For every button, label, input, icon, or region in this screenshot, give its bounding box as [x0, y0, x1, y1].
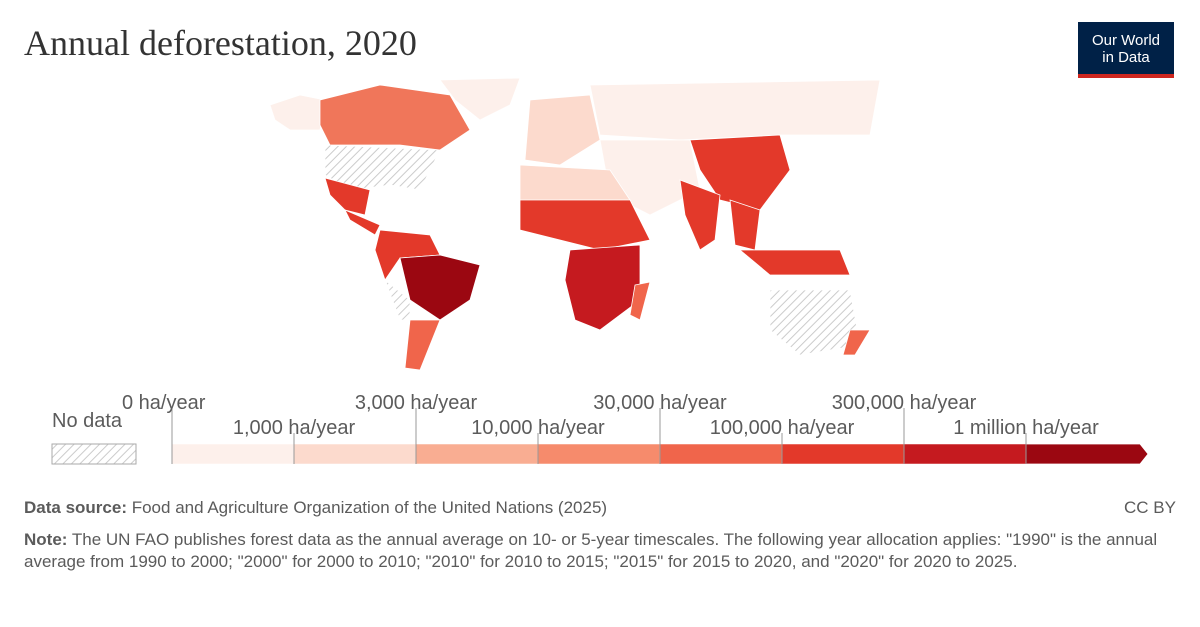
region	[589, 79, 881, 141]
legend-swatch	[903, 443, 1027, 465]
region	[524, 94, 601, 166]
legend-tick-label: 1,000 ha/year	[233, 417, 356, 439]
legend-swatch	[293, 443, 417, 465]
legend-no-data: No data	[52, 410, 123, 432]
legend-tick-label: 30,000 ha/year	[593, 392, 727, 414]
region	[344, 209, 381, 236]
note-label: Note:	[24, 530, 68, 549]
legend-swatch	[537, 443, 661, 465]
region	[384, 278, 411, 321]
source-text: Food and Agriculture Organization of the…	[131, 498, 608, 517]
region	[319, 84, 471, 151]
no-data-swatch	[51, 443, 137, 465]
region	[404, 319, 441, 371]
region	[769, 289, 861, 356]
region	[269, 94, 326, 131]
legend-swatch	[781, 443, 905, 465]
source-label: Data source:	[24, 498, 127, 517]
note: Note: The UN FAO publishes forest data a…	[24, 529, 1184, 573]
logo-line: Our World	[1091, 32, 1161, 49]
region	[324, 177, 371, 216]
region	[399, 254, 481, 321]
map: No data 0 ha/year 1,000 ha/year 3,000 ha/y…	[51, 77, 1149, 465]
legend-swatch	[659, 443, 783, 465]
source: Data source: Food and Agriculture Organi…	[24, 497, 1184, 519]
legend-swatch	[1025, 443, 1149, 465]
region	[324, 144, 441, 191]
legend-tick-label: 100,000 ha/year	[710, 417, 855, 439]
license: CC BY	[1124, 498, 1176, 517]
legend-tick-label: 0 ha/year	[122, 392, 206, 414]
region	[439, 77, 521, 121]
legend-tick-label: 10,000 ha/year	[471, 417, 605, 439]
logo[interactable]: Our World in Data	[1078, 22, 1174, 78]
region	[842, 329, 871, 356]
region	[629, 281, 651, 321]
region	[679, 179, 721, 251]
note-text: The UN FAO publishes forest data as the …	[24, 530, 1158, 571]
countries	[269, 77, 881, 371]
region	[564, 244, 641, 331]
legend-tick-label: 1 million ha/year	[953, 417, 1099, 439]
region	[738, 249, 851, 276]
legend-swatch	[171, 443, 295, 465]
legend-tick-label: 3,000 ha/year	[355, 392, 478, 414]
legend-tick-label: 300,000 ha/year	[832, 392, 977, 414]
legend-swatch	[415, 443, 539, 465]
title: Annual deforestation, 2020	[24, 23, 417, 63]
region	[519, 199, 651, 251]
logo-line: in Data	[1102, 49, 1150, 66]
